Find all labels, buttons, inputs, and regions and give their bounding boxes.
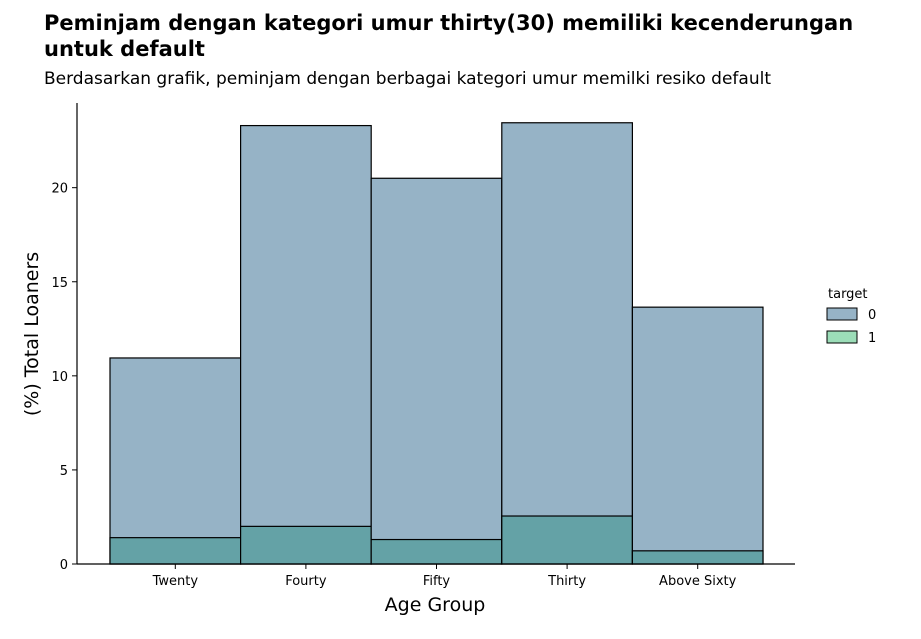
- x-tick-label: Fourty: [285, 574, 327, 589]
- bar-target0-thirty: [501, 122, 633, 565]
- legend: target 0 1: [826, 287, 876, 346]
- y-axis-label: (%) Total Loaners: [21, 252, 43, 416]
- legend-title: target: [828, 287, 868, 302]
- y-tick-label: 10: [51, 370, 68, 385]
- x-axis-label: Age Group: [385, 594, 486, 616]
- bar-target0-fourty: [240, 124, 372, 565]
- chart-subtitle: Berdasarkan grafik, peminjam dengan berb…: [44, 69, 771, 89]
- y-tick-label: 20: [51, 182, 68, 197]
- x-tick-label: Fifty: [423, 574, 451, 589]
- legend-swatch-0: [826, 307, 858, 321]
- y-tick-label: 5: [60, 464, 68, 479]
- chart-title: Peminjam dengan kategori umur thirty(30)…: [44, 11, 854, 61]
- bars-group: [109, 122, 764, 565]
- bar-target0-fifty: [370, 177, 503, 565]
- bar-target1-thirty: [501, 515, 633, 565]
- bar-target1-twenty: [109, 537, 242, 565]
- x-tick-label: Twenty: [152, 574, 199, 589]
- bar-target0-twenty: [109, 357, 242, 565]
- x-tick-label: Above Sixty: [659, 574, 737, 589]
- legend-label-0: 0: [868, 308, 876, 323]
- bar-target1-fifty: [370, 538, 503, 565]
- bar-target1-fourty: [240, 525, 372, 565]
- legend-swatch-1: [826, 330, 858, 344]
- y-tick-label: 0: [60, 558, 68, 573]
- x-tick-label: Thirty: [547, 574, 586, 589]
- bar-target1-above-sixty: [631, 550, 764, 565]
- bar-target0-above-sixty: [631, 306, 764, 565]
- axes-group: Twenty Fourty Fifty Thirty Above Sixty 0 5 10 15…: [51, 103, 795, 589]
- legend-label-1: 1: [868, 331, 876, 346]
- y-tick-label: 15: [51, 276, 68, 291]
